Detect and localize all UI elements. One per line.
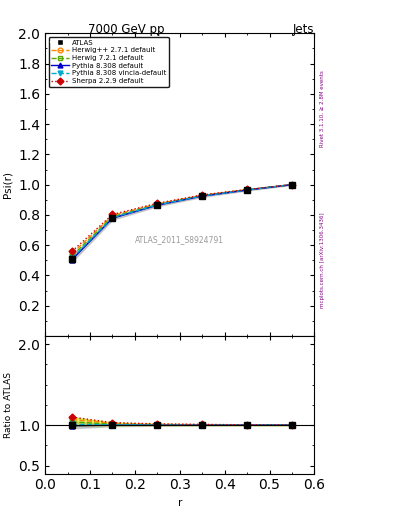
X-axis label: r: r: [178, 498, 182, 508]
Text: mcplots.cern.ch [arXiv:1306.3436]: mcplots.cern.ch [arXiv:1306.3436]: [320, 212, 325, 308]
Text: 7000 GeV pp: 7000 GeV pp: [88, 23, 164, 36]
Y-axis label: Psi(r): Psi(r): [3, 171, 13, 198]
Text: ATLAS_2011_S8924791: ATLAS_2011_S8924791: [135, 234, 224, 244]
Legend: ATLAS, Herwig++ 2.7.1 default, Herwig 7.2.1 default, Pythia 8.308 default, Pythi: ATLAS, Herwig++ 2.7.1 default, Herwig 7.…: [49, 37, 169, 87]
Y-axis label: Ratio to ATLAS: Ratio to ATLAS: [4, 372, 13, 438]
Text: Jets: Jets: [293, 23, 314, 36]
Text: Rivet 3.1.10, ≥ 2.8M events: Rivet 3.1.10, ≥ 2.8M events: [320, 71, 325, 147]
